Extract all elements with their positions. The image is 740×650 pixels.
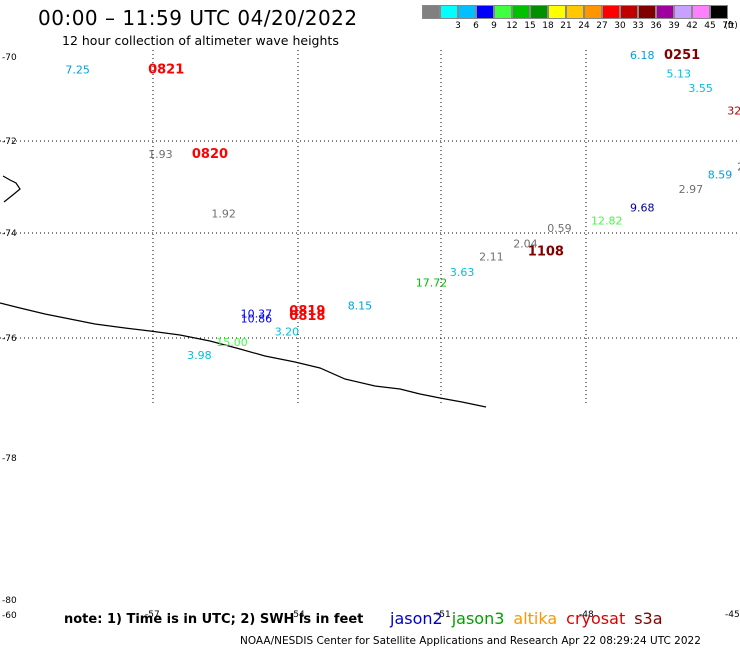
wave-height-value: 1.93 [148, 148, 173, 161]
scale-swatch [530, 5, 548, 19]
coastline-island [2, 175, 21, 203]
satellite-legend-item: jason2 [390, 609, 443, 628]
wave-height-value: 6.18 [630, 49, 655, 62]
pass-time-label: 0818 [289, 309, 325, 324]
graticule [0, 50, 740, 405]
lon-label: -48 [579, 610, 594, 620]
wave-height-value: 12.82 [591, 214, 623, 227]
scale-swatch [656, 5, 674, 19]
wave-height-value: 2.11 [479, 251, 504, 264]
wave-height-value: 3.55 [688, 82, 713, 95]
wave-height-value: 8.15 [348, 300, 373, 313]
scale-swatch [458, 5, 476, 19]
scale-label: 45 [704, 21, 716, 31]
lon-label: -45 [725, 610, 740, 620]
map-title: 00:00 – 11:59 UTC 04/20/2022 [38, 6, 358, 30]
scale-swatch [548, 5, 566, 19]
lat-label: -72 [2, 137, 17, 147]
coastline [0, 175, 487, 408]
lat-label: -78 [2, 454, 17, 464]
scale-swatch [476, 5, 494, 19]
scale-swatch [638, 5, 656, 19]
wave-height-value: 2.04 [513, 238, 538, 251]
scale-swatch [440, 5, 458, 19]
scale-label: 21 [560, 21, 572, 31]
lon-label: -60 [2, 611, 17, 621]
wave-height-value: 17.72 [416, 276, 448, 289]
wave-height-value: 3.63 [450, 266, 475, 279]
wave-height-value: 10.86 [241, 313, 273, 326]
scale-swatch [602, 5, 620, 19]
satellite-legend-item: jason3 [451, 609, 505, 628]
footer-credit: NOAA/NESDIS Center for Satellite Applica… [240, 635, 701, 647]
scale-swatch [674, 5, 692, 19]
satellite-legend-item: cryosat [566, 609, 626, 628]
scale-swatch [710, 5, 728, 19]
lon-label: -51 [436, 610, 451, 620]
scale-swatch [584, 5, 602, 19]
wave-height-value: 2.97 [679, 183, 704, 196]
lat-label: -80 [2, 596, 17, 606]
scale-label: 42 [686, 21, 698, 31]
scale-label: 39 [668, 21, 680, 31]
scale-label: 18 [542, 21, 554, 31]
scale-swatch [620, 5, 638, 19]
lat-label: -70 [2, 53, 17, 63]
lat-label: -76 [2, 334, 17, 344]
wave-height-value: 7.25 [65, 64, 90, 77]
scale-label: 33 [632, 21, 644, 31]
scale-label: 36 [650, 21, 662, 31]
pass-time-label: 0821 [148, 63, 184, 78]
map-subtitle: 12 hour collection of altimeter wave hei… [62, 33, 339, 48]
scale-label: 12 [506, 21, 518, 31]
wave-height-value: 2.75 [737, 160, 740, 173]
wave-height-value: 3.98 [187, 349, 212, 362]
scale-label: 30 [614, 21, 626, 31]
wave-height-value: 5.13 [667, 68, 692, 81]
satellite-legend-item: altika [513, 609, 558, 628]
pass-time-label: 0251 [664, 48, 700, 63]
scale-label: 9 [491, 21, 497, 31]
wave-height-value: 10.37 [241, 307, 273, 320]
coastline-main [0, 302, 487, 408]
wave-height-value: 3.20 [275, 326, 300, 339]
satellite-legend: jason2 jason3 altika cryosat s3a [390, 609, 672, 628]
pass-time-label: 0819 [289, 304, 325, 319]
scale-swatch [422, 5, 440, 19]
wave-height-value: 8.59 [708, 169, 733, 182]
wave-height-value: 32.55 [727, 105, 740, 118]
scale-unit: (ft) [724, 21, 738, 31]
wave-height-value: 0.59 [547, 222, 572, 235]
scale-label: 6 [473, 21, 479, 31]
scale-swatch [494, 5, 512, 19]
scale-swatch [512, 5, 530, 19]
wave-height-labels: 7.251.931.926.185.133.5532.557.814.011.3… [65, 49, 740, 362]
pass-time-label: 0820 [192, 147, 228, 162]
pass-time-label: 1108 [528, 244, 564, 259]
satellite-legend-item: s3a [634, 609, 663, 628]
scale-label: 3 [455, 21, 461, 31]
scale-label: 15 [524, 21, 536, 31]
scale-label: 70 [722, 21, 734, 31]
footer-note: note: 1) Time is in UTC; 2) SWH is in fe… [64, 612, 364, 627]
lon-label: -54 [290, 610, 305, 620]
wave-height-value: 1.92 [211, 208, 236, 221]
lon-label: -57 [145, 610, 160, 620]
axis-labels: -70 -72 -74 -76 -78 -80 -60 -57 -54 -51 -48 -45 [2, 53, 740, 621]
scale-label: 27 [596, 21, 608, 31]
scale-swatch [566, 5, 584, 19]
scale-label: 24 [578, 21, 590, 31]
wave-height-value: 15.00 [216, 336, 248, 349]
scale-swatch [692, 5, 710, 19]
lat-label: -74 [2, 229, 17, 239]
wave-height-value: 9.68 [630, 202, 655, 215]
